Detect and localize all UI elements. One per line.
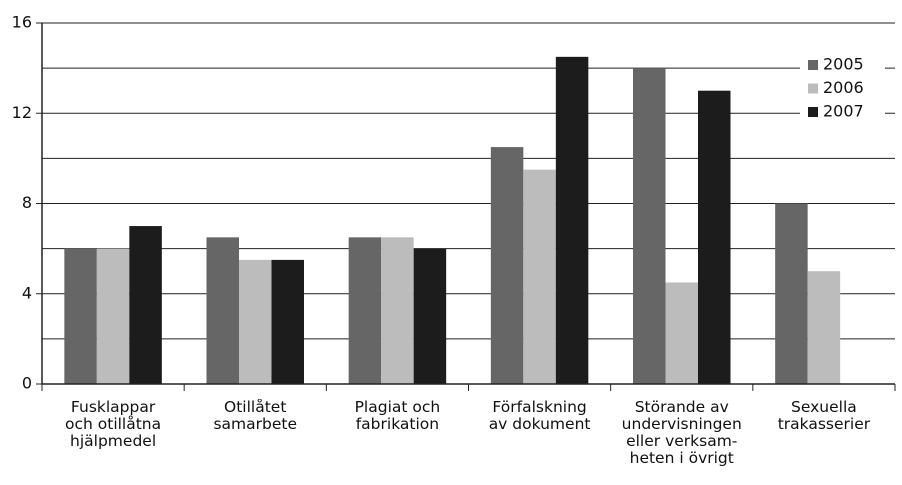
legend-swatch	[808, 60, 818, 70]
legend-label: 2005	[823, 55, 864, 74]
y-tick-label: 16	[12, 13, 32, 32]
x-label-box: Störande av undervisningen eller verksam…	[621, 399, 742, 467]
x-label-box: Fusklappar och otillåtna hjälpmedel	[65, 399, 162, 450]
legend: 2005 2006 2007	[800, 50, 885, 126]
legend-label: 2007	[823, 102, 864, 121]
bar	[206, 237, 239, 384]
y-tick-label: 8	[22, 193, 32, 212]
bar	[64, 248, 97, 384]
x-label-box: Plagiat och fabrikation	[354, 399, 441, 433]
x-label-box: Otillåtet samarbete	[213, 399, 297, 433]
y-tick-label: 12	[12, 103, 32, 122]
x-tick-label: Plagiat och fabrikation	[354, 399, 441, 433]
x-tick-label: Förfalskning av dokument	[488, 399, 591, 433]
x-tick-label: Störande av undervisningen eller verksam…	[621, 399, 742, 467]
bar	[381, 237, 414, 384]
y-tick-label: 0	[22, 374, 32, 393]
y-tick-label: 4	[22, 283, 32, 302]
legend-swatch	[808, 83, 818, 94]
bar	[348, 237, 382, 384]
x-tick-label: Otillåtet samarbete	[213, 399, 297, 433]
x-label-box: Förfalskning av dokument	[488, 399, 591, 433]
bar	[413, 248, 447, 384]
x-tick-label: Fusklappar och otillåtna hjälpmedel	[65, 399, 162, 450]
legend-label: 2006	[823, 78, 864, 97]
bar	[807, 271, 841, 384]
bar	[523, 169, 556, 384]
bar	[665, 282, 698, 384]
x-tick-label: Sexuella trakasserier	[777, 399, 871, 433]
bar	[633, 68, 666, 384]
bar	[129, 226, 162, 384]
x-label-box: Sexuella trakasserier	[777, 399, 871, 433]
bar	[555, 56, 589, 384]
bar	[271, 259, 304, 384]
bar	[96, 248, 130, 384]
bar	[490, 147, 524, 384]
bar	[698, 90, 731, 384]
legend-swatch	[808, 107, 818, 117]
bar	[239, 259, 272, 384]
bar	[775, 203, 808, 384]
